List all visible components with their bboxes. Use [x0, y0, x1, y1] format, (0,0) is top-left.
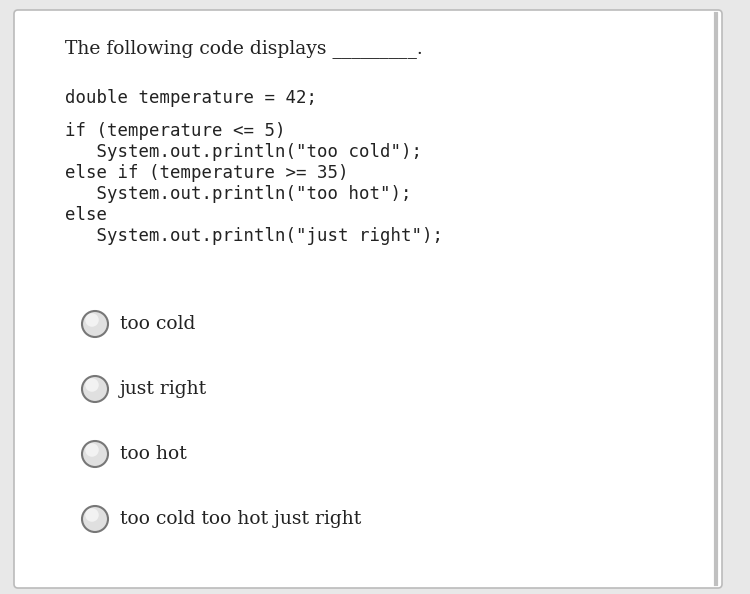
- Text: The following code displays _________.: The following code displays _________.: [65, 39, 423, 58]
- FancyBboxPatch shape: [14, 10, 722, 588]
- Text: System.out.println("just right");: System.out.println("just right");: [65, 227, 443, 245]
- Text: too cold: too cold: [120, 315, 195, 333]
- Text: else if (temperature >= 35): else if (temperature >= 35): [65, 164, 349, 182]
- Text: System.out.println("too hot");: System.out.println("too hot");: [65, 185, 412, 203]
- Text: too hot: too hot: [120, 445, 187, 463]
- Circle shape: [86, 378, 99, 392]
- Circle shape: [82, 506, 108, 532]
- Circle shape: [82, 311, 108, 337]
- Circle shape: [82, 376, 108, 402]
- Text: double temperature = 42;: double temperature = 42;: [65, 89, 317, 107]
- Circle shape: [86, 443, 99, 457]
- Text: just right: just right: [120, 380, 207, 398]
- Circle shape: [82, 441, 108, 467]
- Circle shape: [86, 313, 99, 327]
- Text: if (temperature <= 5): if (temperature <= 5): [65, 122, 286, 140]
- Text: else: else: [65, 206, 107, 224]
- Circle shape: [86, 508, 99, 522]
- Text: too cold too hot just right: too cold too hot just right: [120, 510, 362, 528]
- Text: System.out.println("too cold");: System.out.println("too cold");: [65, 143, 422, 161]
